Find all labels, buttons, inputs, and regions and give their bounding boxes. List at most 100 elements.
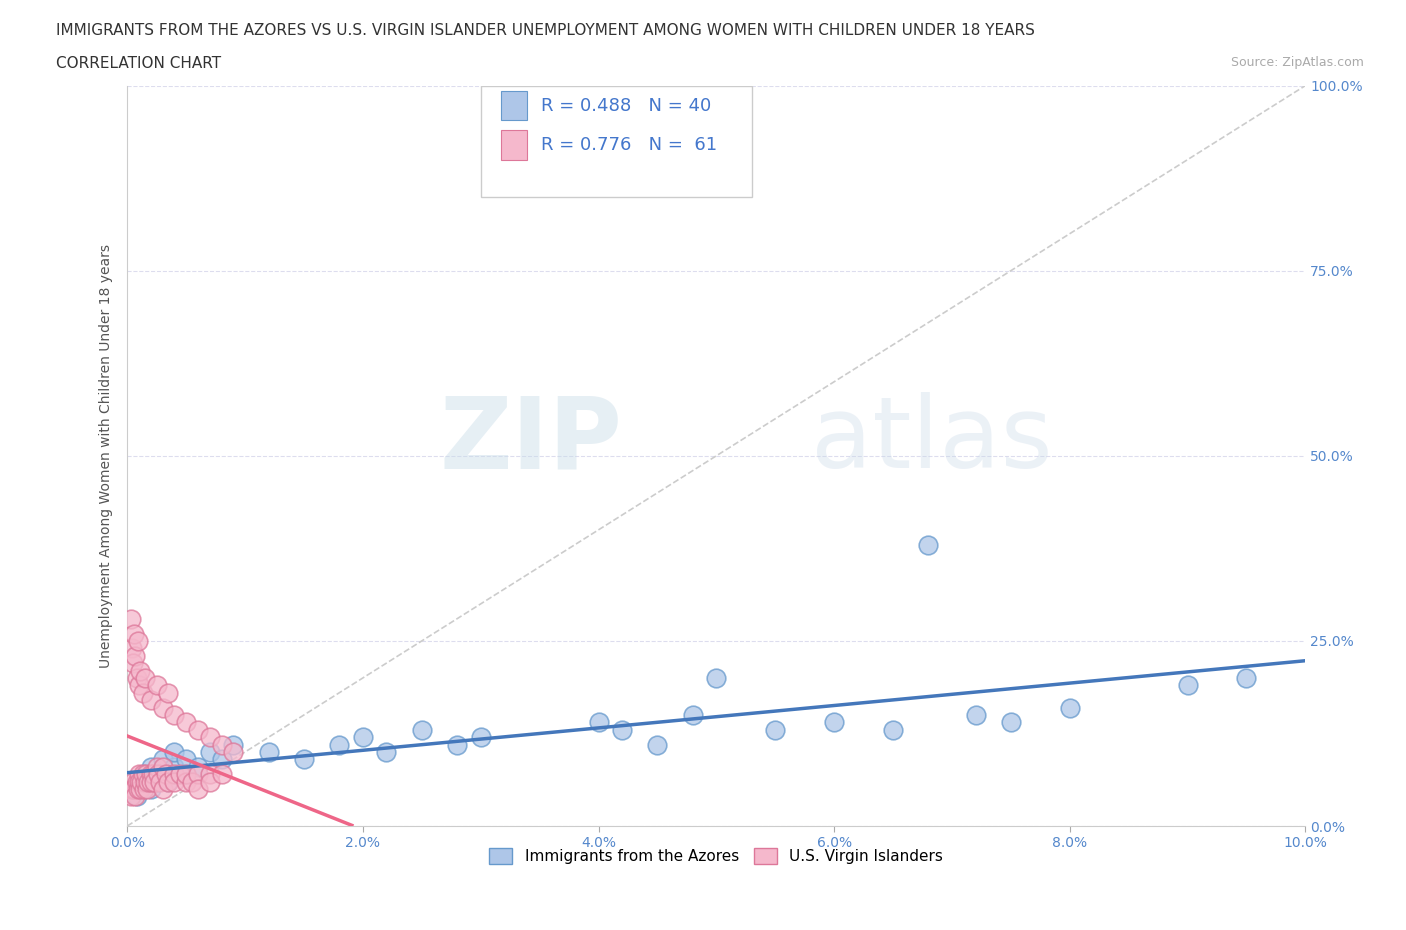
Point: [138, 774, 160, 789]
Point: [163, 766, 186, 781]
Point: [1059, 700, 1081, 715]
Point: [187, 766, 209, 781]
Point: [124, 626, 146, 641]
Point: [146, 766, 169, 781]
Point: [823, 715, 845, 730]
Point: [129, 781, 152, 796]
Text: ZIP: ZIP: [439, 392, 621, 489]
Point: [882, 723, 904, 737]
Point: [128, 766, 150, 781]
Point: [128, 774, 150, 789]
Text: R = 0.776   N =  61: R = 0.776 N = 61: [541, 136, 717, 153]
Point: [152, 752, 174, 767]
Y-axis label: Unemployment Among Women with Children Under 18 years: Unemployment Among Women with Children U…: [100, 244, 114, 668]
Point: [145, 678, 167, 693]
Text: IMMIGRANTS FROM THE AZORES VS U.S. VIRGIN ISLANDER UNEMPLOYMENT AMONG WOMEN WITH: IMMIGRANTS FROM THE AZORES VS U.S. VIRGI…: [56, 23, 1035, 38]
Bar: [501, 130, 527, 160]
Point: [125, 671, 148, 685]
Point: [163, 759, 186, 774]
Point: [1000, 715, 1022, 730]
Point: [139, 693, 162, 708]
Point: [124, 789, 146, 804]
Point: [222, 737, 245, 752]
Point: [187, 781, 209, 796]
Point: [187, 759, 209, 774]
Point: [129, 663, 152, 678]
Point: [198, 730, 221, 745]
Point: [222, 745, 245, 760]
Point: [163, 708, 186, 723]
Point: [124, 781, 146, 796]
Point: [152, 781, 174, 796]
Point: [174, 715, 197, 730]
Point: [120, 789, 142, 804]
Point: [143, 774, 166, 789]
Point: [198, 745, 221, 760]
Point: [135, 766, 157, 781]
Point: [682, 708, 704, 723]
Point: [121, 641, 143, 656]
Point: [292, 752, 315, 767]
Bar: [501, 91, 527, 120]
Point: [198, 774, 221, 789]
Point: [610, 723, 633, 737]
Point: [142, 766, 165, 781]
Text: CORRELATION CHART: CORRELATION CHART: [56, 56, 221, 71]
Point: [134, 774, 156, 789]
Point: [328, 737, 350, 752]
Legend: Immigrants from the Azores, U.S. Virgin Islanders: Immigrants from the Azores, U.S. Virgin …: [484, 842, 949, 870]
Point: [588, 715, 610, 730]
Point: [169, 766, 191, 781]
FancyBboxPatch shape: [481, 86, 752, 196]
Point: [174, 752, 197, 767]
Point: [155, 766, 177, 781]
Point: [763, 723, 786, 737]
Point: [152, 766, 174, 781]
Point: [174, 766, 197, 781]
Point: [211, 752, 233, 767]
Point: [131, 685, 153, 700]
Point: [411, 723, 433, 737]
Point: [352, 730, 374, 745]
Point: [127, 781, 149, 796]
Point: [152, 700, 174, 715]
Point: [122, 781, 145, 796]
Point: [139, 774, 162, 789]
Point: [152, 759, 174, 774]
Point: [187, 723, 209, 737]
Point: [131, 781, 153, 796]
Point: [125, 789, 148, 804]
Point: [257, 745, 280, 760]
Point: [131, 766, 153, 781]
Point: [704, 671, 727, 685]
Point: [163, 774, 186, 789]
Point: [174, 766, 197, 781]
Text: Source: ZipAtlas.com: Source: ZipAtlas.com: [1230, 56, 1364, 69]
Point: [139, 766, 162, 781]
Point: [134, 766, 156, 781]
Point: [132, 781, 155, 796]
Point: [121, 781, 143, 796]
Point: [145, 759, 167, 774]
Point: [125, 774, 148, 789]
Point: [198, 766, 221, 781]
Point: [120, 611, 142, 626]
Point: [917, 538, 939, 552]
Point: [375, 745, 398, 760]
Point: [149, 774, 172, 789]
Text: R = 0.488   N = 40: R = 0.488 N = 40: [541, 97, 711, 114]
Point: [647, 737, 669, 752]
Point: [1177, 678, 1199, 693]
Point: [446, 737, 468, 752]
Point: [470, 730, 492, 745]
Point: [211, 766, 233, 781]
Point: [128, 678, 150, 693]
Point: [174, 774, 197, 789]
Point: [139, 759, 162, 774]
Point: [965, 708, 987, 723]
Point: [124, 648, 146, 663]
Text: atlas: atlas: [811, 392, 1052, 489]
Point: [181, 774, 204, 789]
Point: [157, 774, 180, 789]
Point: [1236, 671, 1258, 685]
